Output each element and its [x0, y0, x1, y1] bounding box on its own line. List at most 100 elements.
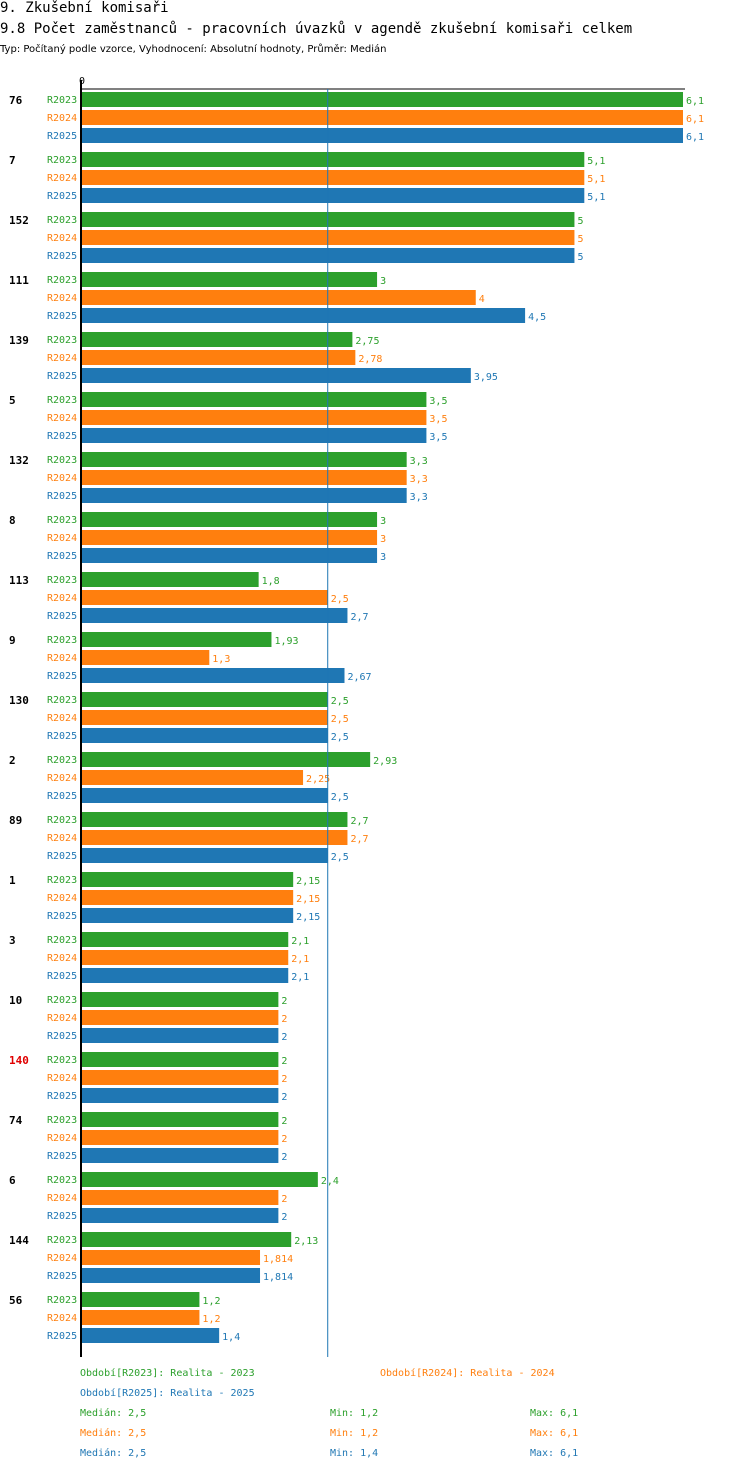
- series-label: R2023: [47, 875, 77, 886]
- bar: [81, 1232, 292, 1247]
- series-label: R2024: [47, 653, 77, 664]
- series-label: R2025: [47, 911, 77, 922]
- data-label: 6,1: [686, 96, 704, 107]
- series-label: R2023: [47, 95, 77, 106]
- data-label: 1,3: [212, 654, 230, 665]
- series-label: R2024: [47, 1073, 77, 1084]
- category-label: 132: [9, 454, 29, 467]
- bar: [81, 1268, 261, 1283]
- bar: [81, 452, 407, 467]
- category-label: 140: [9, 1054, 29, 1067]
- bar: [81, 572, 259, 587]
- data-label: 2: [281, 1194, 287, 1205]
- series-label: R2025: [47, 671, 77, 682]
- data-label: 2,67: [347, 672, 371, 683]
- chart-subtitle: Typ: Počítaný podle vzorce, Vyhodnocení:…: [0, 44, 387, 55]
- bar: [81, 1190, 279, 1205]
- bar: [81, 110, 683, 125]
- bar: [81, 530, 378, 545]
- data-label: 1,2: [202, 1296, 220, 1307]
- data-label: 1,2: [202, 1314, 220, 1325]
- bar: [81, 392, 427, 407]
- data-label: 1,8: [262, 576, 280, 587]
- series-label: R2024: [47, 353, 77, 364]
- bar: [81, 308, 526, 323]
- series-label: R2023: [47, 755, 77, 766]
- series-label: R2023: [47, 455, 77, 466]
- category-label: 74: [9, 1114, 23, 1127]
- data-label: 2,5: [331, 852, 349, 863]
- data-label: 3,3: [410, 474, 428, 485]
- bar: [81, 932, 289, 947]
- series-label: R2025: [47, 1271, 77, 1282]
- category-label: 6: [9, 1174, 16, 1187]
- data-label: 2,1: [291, 936, 309, 947]
- data-label: 3,3: [410, 456, 428, 467]
- data-label: 3: [380, 534, 386, 545]
- series-label: R2024: [47, 533, 77, 544]
- series-label: R2025: [47, 491, 77, 502]
- series-label: R2023: [47, 215, 77, 226]
- legend-r2024: Období[R2024]: Realita - 2024: [380, 1368, 555, 1379]
- series-label: R2025: [47, 371, 77, 382]
- stat-min-r2025: Min: 1,4: [330, 1448, 379, 1459]
- data-label: 5: [577, 216, 583, 227]
- series-label: R2023: [47, 1235, 77, 1246]
- series-label: R2024: [47, 773, 77, 784]
- data-label: 3,5: [429, 414, 447, 425]
- data-label: 3,5: [429, 432, 447, 443]
- series-label: R2024: [47, 293, 77, 304]
- data-label: 2: [281, 1116, 287, 1127]
- category-label: 56: [9, 1294, 23, 1307]
- chart-title: 9.8 Počet zaměstnanců - pracovních úvazk…: [0, 21, 633, 37]
- data-label: 2,25: [306, 774, 330, 785]
- bar: [81, 812, 348, 827]
- series-label: R2023: [47, 1175, 77, 1186]
- bar: [81, 1310, 200, 1325]
- bar: [81, 788, 328, 803]
- data-label: 2,7: [350, 834, 368, 845]
- category-label: 1: [9, 874, 16, 887]
- series-label: R2025: [47, 791, 77, 802]
- data-label: 2,78: [358, 354, 382, 365]
- bar: [81, 908, 294, 923]
- bar: [81, 290, 476, 305]
- category-label: 144: [9, 1234, 29, 1247]
- category-label: 152: [9, 214, 29, 227]
- bar: [81, 1112, 279, 1127]
- bar: [81, 632, 272, 647]
- bar: [81, 368, 471, 383]
- category-label: 8: [9, 514, 16, 527]
- bar: [81, 1028, 279, 1043]
- bar: [81, 128, 683, 143]
- data-label: 2,5: [331, 732, 349, 743]
- series-label: R2025: [47, 611, 77, 622]
- bar: [81, 830, 348, 845]
- data-label: 2,1: [291, 972, 309, 983]
- bar: [81, 668, 345, 683]
- series-label: R2023: [47, 635, 77, 646]
- data-label: 2,5: [331, 714, 349, 725]
- bar: [81, 1070, 279, 1085]
- category-label: 9: [9, 634, 16, 647]
- data-label: 4,5: [528, 312, 546, 323]
- series-label: R2023: [47, 515, 77, 526]
- category-label: 5: [9, 394, 16, 407]
- data-label: 2: [281, 1134, 287, 1145]
- data-label: 2: [281, 1014, 287, 1025]
- data-label: 2,15: [296, 876, 320, 887]
- series-label: R2025: [47, 851, 77, 862]
- bar: [81, 548, 378, 563]
- bar: [81, 1172, 318, 1187]
- series-label: R2023: [47, 935, 77, 946]
- data-label: 2,15: [296, 894, 320, 905]
- series-label: R2025: [47, 971, 77, 982]
- series-label: R2025: [47, 1211, 77, 1222]
- bar: [81, 950, 289, 965]
- data-label: 2,93: [373, 756, 397, 767]
- data-label: 2,5: [331, 696, 349, 707]
- bar: [81, 1052, 279, 1067]
- series-label: R2023: [47, 395, 77, 406]
- series-label: R2023: [47, 995, 77, 1006]
- category-label: 10: [9, 994, 22, 1007]
